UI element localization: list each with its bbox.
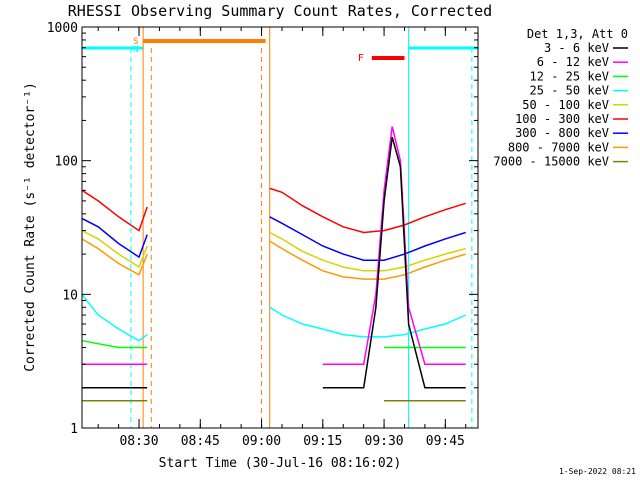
legend-label-5: 100 - 300 keV (515, 112, 609, 126)
x-tick-label-0: 08:30 (119, 434, 158, 449)
x-tick-label-3: 09:15 (303, 434, 342, 449)
legend-label-2: 12 - 25 keV (530, 69, 609, 83)
night-label: N (133, 45, 138, 55)
footer-date: 1-Sep-2022 08:21 (559, 467, 636, 476)
y-tick-label-3: 1000 (47, 21, 78, 36)
plot-frame (81, 26, 479, 429)
x-axis-label: Start Time (30-Jul-16 08:16:02) (159, 456, 402, 471)
y-axis-label: Corrected Count Rate (s⁻¹ detector⁻¹) (23, 82, 38, 372)
y-tick-label-2: 100 (55, 155, 78, 170)
legend-label-6: 300 - 800 keV (515, 126, 609, 140)
legend-label-1: 6 - 12 keV (537, 55, 609, 69)
series-line-2 (81, 238, 466, 280)
series-line-0 (81, 187, 466, 234)
y-tick-label-0: 1 (70, 422, 78, 437)
x-tick-label-1: 08:45 (181, 434, 220, 449)
series-line-6 (81, 126, 466, 365)
axes: 1 10 100 1000 08:30 08:45 09:00 09:15 09:30 09:45 (47, 21, 478, 449)
x-tick-label-5: 09:45 (426, 434, 465, 449)
saa-label: S (133, 37, 138, 47)
chart-title: RHESSI Observing Summary Count Rates, Co… (68, 2, 492, 20)
y-tick-label-1: 10 (62, 288, 78, 303)
legend-label-4: 50 - 100 keV (522, 98, 609, 112)
legend-label-7: 800 - 7000 keV (508, 140, 609, 154)
series-line-3 (81, 229, 466, 272)
x-tick-label-2: 09:00 (242, 434, 281, 449)
series-line-7 (81, 136, 466, 389)
series-line-4 (81, 293, 467, 342)
legend-label-0: 3 - 6 keV (544, 41, 609, 55)
chart-marks: SN F (81, 27, 478, 428)
x-tick-label-4: 09:30 (365, 434, 404, 449)
legend-label-3: 25 - 50 keV (530, 84, 609, 98)
legend-header: Det 1,3, Att 0 (527, 27, 628, 41)
series-line-1 (81, 216, 466, 261)
series-line-5 (81, 339, 466, 349)
legend-label-8: 7000 - 15000 keV (493, 155, 609, 169)
flare-label: F (358, 53, 364, 64)
